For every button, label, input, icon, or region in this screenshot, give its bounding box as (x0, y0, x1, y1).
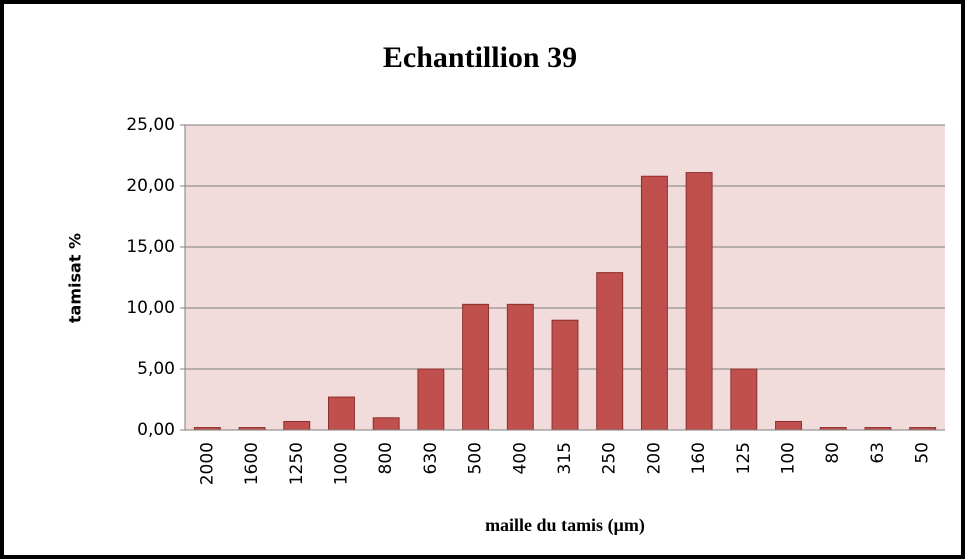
bar (506, 303, 534, 431)
bar (685, 172, 713, 431)
y-tick-label: 15,00 (126, 237, 175, 257)
y-tick-label: 20,00 (126, 176, 175, 196)
x-tick-label: 80 (823, 442, 843, 464)
x-tick-label: 500 (466, 442, 486, 474)
bar (730, 368, 758, 431)
bar (551, 319, 579, 431)
x-tick-label: 1600 (242, 442, 262, 485)
x-tick-label: 50 (913, 442, 933, 464)
x-tick-label: 630 (421, 442, 441, 474)
bar (283, 420, 311, 431)
x-tick-label: 100 (779, 442, 799, 474)
x-tick-label: 250 (600, 442, 620, 474)
x-tick-label: 2000 (197, 442, 217, 485)
x-tick-label: 200 (644, 442, 664, 474)
bar (596, 272, 624, 431)
x-tick-label: 1250 (287, 442, 307, 485)
y-tick-label: 0,00 (137, 420, 175, 440)
y-axis-label: tamisat % (66, 233, 85, 323)
bar (328, 396, 355, 431)
x-tick-label: 63 (868, 442, 888, 464)
x-axis-label: maille du tamis (µm) (485, 515, 645, 536)
bar (640, 175, 668, 431)
chart-title: Echantillion 39 (383, 41, 577, 74)
x-tick-label: 800 (376, 442, 396, 474)
y-tick-label: 10,00 (126, 298, 175, 318)
bar (462, 303, 490, 431)
y-tick-label: 25,00 (126, 115, 175, 135)
bar (372, 417, 400, 431)
x-tick-label: 1000 (331, 442, 351, 485)
bar (775, 420, 802, 431)
bar (417, 368, 445, 431)
x-tick-label: 125 (734, 442, 754, 474)
x-tick-label: 400 (510, 442, 530, 474)
x-tick-label: 160 (689, 442, 709, 474)
x-tick-label: 315 (555, 442, 575, 474)
y-tick-label: 5,00 (137, 359, 175, 379)
